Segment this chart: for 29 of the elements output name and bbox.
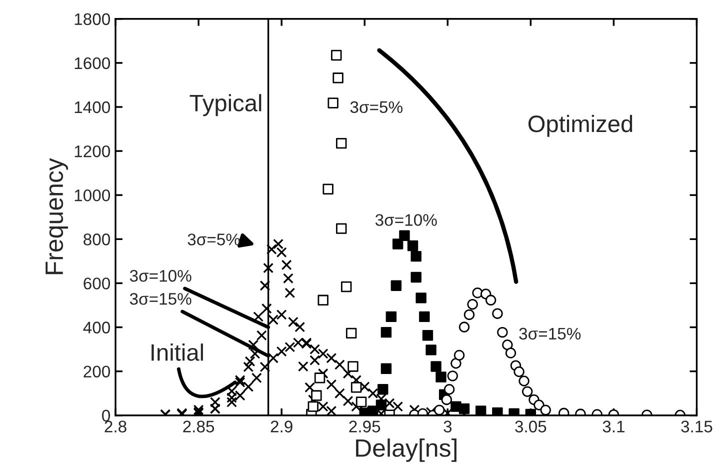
annotation: 3σ=10%: [130, 270, 192, 282]
annotation: 3σ=10%: [375, 214, 437, 226]
x-tick-label: 3.15: [681, 420, 712, 432]
x-tick-label: 3.05: [515, 420, 546, 432]
y-tick-label: 1800: [74, 13, 110, 26]
annotation: Optimized: [528, 114, 632, 137]
x-tick-label: 2.85: [183, 420, 214, 432]
y-tick-label: 200: [84, 366, 110, 378]
annotation: Initial: [152, 344, 203, 361]
x-tick-label: 3.1: [602, 420, 624, 432]
annotation: 3σ=15%: [519, 328, 581, 340]
ref-line-label: Typical: [190, 94, 262, 116]
x-tick-label: 2.9: [270, 420, 292, 432]
y-axis-title: Frequency: [46, 158, 68, 274]
x-tick-label: 3: [444, 420, 452, 432]
annotation: 3σ=5%: [188, 234, 240, 246]
y-tick-label: 1600: [74, 57, 110, 70]
x-tick-label: 2.8: [104, 420, 126, 432]
x-tick-label: 2.95: [349, 420, 380, 432]
y-tick-label: 800: [84, 234, 110, 246]
y-tick-label: 0: [102, 410, 110, 422]
y-tick-label: 1200: [74, 145, 110, 158]
annotation: 3σ=5%: [350, 101, 402, 114]
annotation: 3σ=15%: [130, 293, 192, 305]
y-tick-label: 1400: [74, 101, 110, 114]
y-tick-label: 600: [84, 278, 110, 290]
y-tick-label: 400: [83, 322, 110, 334]
x-axis-title: Delay[ns]: [356, 438, 456, 462]
y-tick-label: 1000: [74, 189, 110, 202]
